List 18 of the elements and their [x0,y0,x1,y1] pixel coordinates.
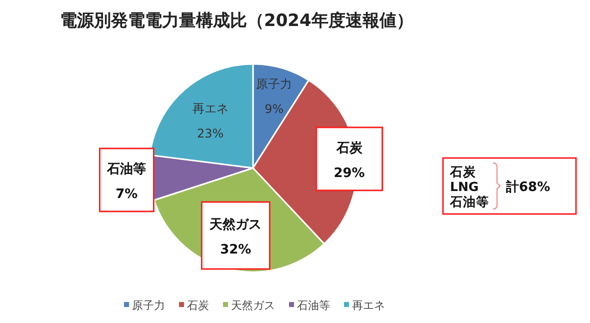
data-label: 23% [197,126,224,141]
legend-label: 石油等 [297,299,330,312]
slice-label: 天然ガス [208,217,262,232]
slice-label: 再エネ [192,102,228,116]
legend-label: 再エネ [352,299,385,312]
slice-label: 石油等 [106,162,146,177]
legend-label: 天然ガス [231,299,275,312]
slice-label: 石炭 [335,140,364,156]
data-label: 9% [264,102,284,116]
data-label: 29% [334,166,365,181]
data-label: 7% [116,186,138,202]
text: 石炭 LNG 石油等 [449,164,489,209]
legend-label: 石炭 [187,299,209,312]
text: 計68% [505,179,550,195]
data-label: 32% [220,242,252,258]
chart-title: 電源別発電電力量構成比（2024年度速報値） [60,11,414,31]
slice-label: 原子力 [256,77,292,92]
legend-label: 原子力 [132,299,165,312]
